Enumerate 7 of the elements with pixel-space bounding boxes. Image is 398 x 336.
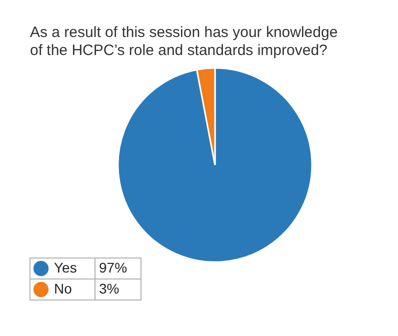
text: As a result of this session has your knowledge xyxy=(30,24,338,41)
data-label: 3% xyxy=(99,280,120,296)
legend-label: No xyxy=(54,280,72,296)
legend-label: Yes xyxy=(54,260,77,276)
data-label: 97% xyxy=(99,260,128,276)
text: of the HCPC’s role and standards improved? xyxy=(30,42,328,59)
pie-slice xyxy=(117,67,313,263)
